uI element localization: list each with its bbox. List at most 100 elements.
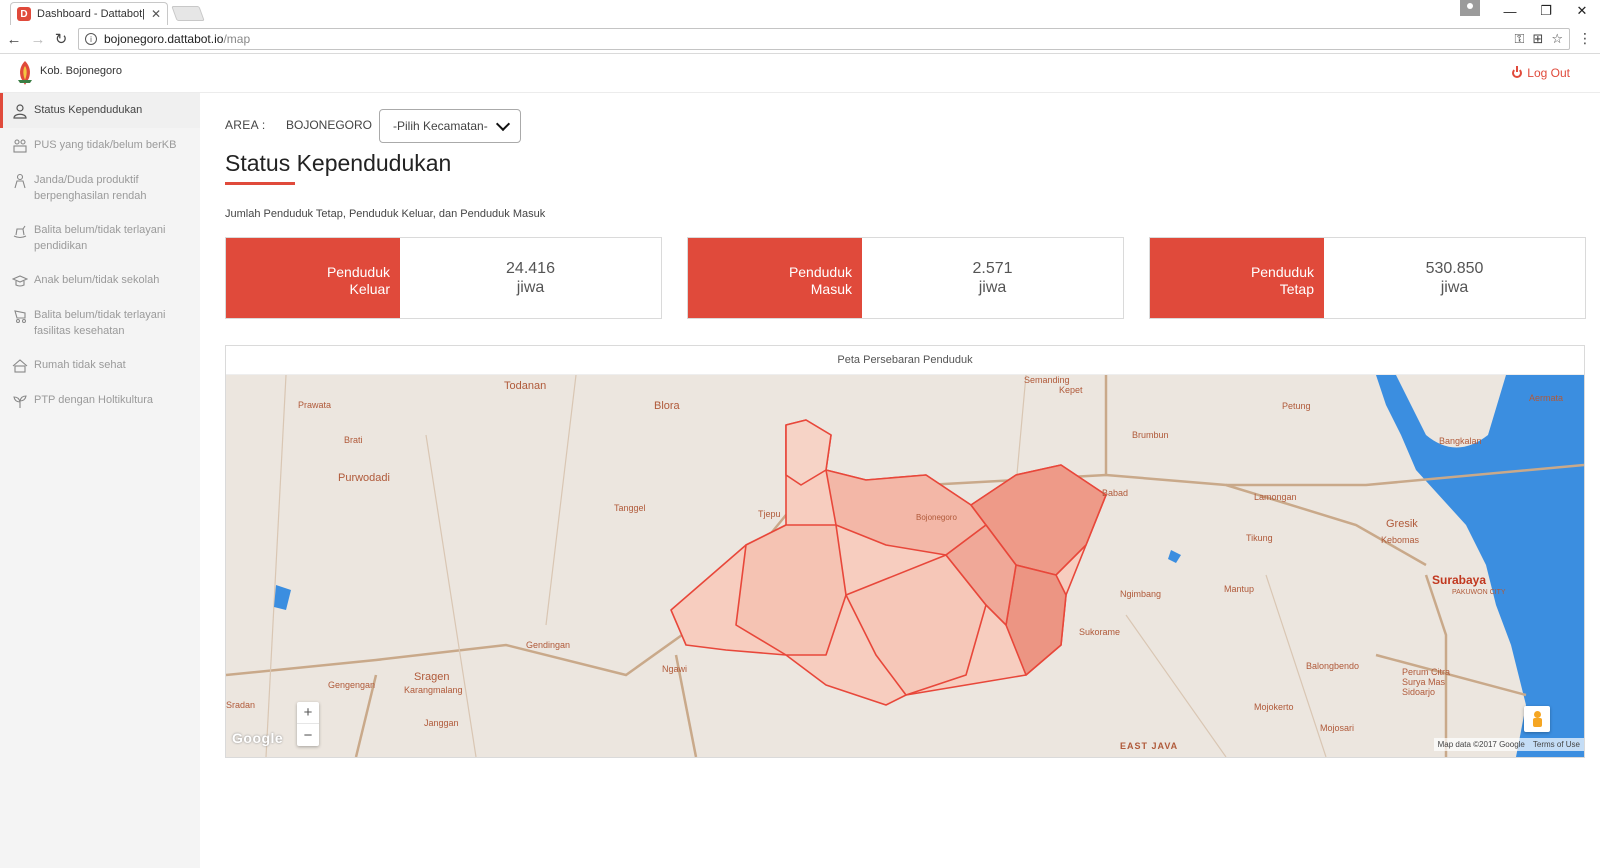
page-subtitle: Jumlah Penduduk Tetap, Penduduk Keluar, … bbox=[225, 208, 546, 220]
map-tiles[interactable] bbox=[226, 375, 1584, 757]
map-label: Brumbun bbox=[1132, 430, 1169, 440]
browser-menu-icon[interactable]: ⋮ bbox=[1578, 30, 1592, 46]
restore-icon[interactable]: ❐ bbox=[1540, 3, 1552, 18]
power-icon bbox=[1512, 66, 1523, 78]
translate-icon[interactable]: ⊞ bbox=[1532, 31, 1544, 46]
bojonegoro-logo-icon bbox=[18, 61, 32, 85]
sidebar-item-label: Balita belum/tidak terlayani fasilitas k… bbox=[34, 309, 166, 337]
zoom-in-button[interactable]: + bbox=[297, 702, 319, 724]
kecamatan-select[interactable]: -Pilih Kecamatan- bbox=[379, 109, 521, 143]
new-tab-button[interactable] bbox=[171, 6, 205, 21]
stat-label-line2: Masuk bbox=[810, 281, 852, 297]
map-label: Lamongan bbox=[1254, 492, 1297, 502]
page-title: Status Kependudukan bbox=[225, 150, 452, 176]
map-label: Tjepu bbox=[758, 509, 781, 519]
brand-name: Kob. Bojonegoro bbox=[40, 65, 122, 77]
minimize-icon[interactable]: — bbox=[1503, 3, 1517, 19]
logout-button[interactable]: Log Out bbox=[1512, 66, 1570, 80]
sidebar-item-anak-sekolah[interactable]: Anak belum/tidak sekolah bbox=[0, 263, 200, 298]
map-label: Bangkalan bbox=[1439, 436, 1482, 446]
stat-card-tetap: Penduduk Tetap 530.850 jiwa bbox=[1149, 237, 1586, 319]
close-tab-icon[interactable]: ✕ bbox=[150, 7, 161, 21]
stroller-icon bbox=[14, 310, 26, 323]
map-label: Mojokerto bbox=[1254, 702, 1294, 712]
map-label: Kebomas bbox=[1381, 535, 1420, 545]
sidebar-item-pus[interactable]: PUS yang tidak/belum berKB bbox=[0, 128, 200, 163]
person-alert-icon bbox=[14, 173, 26, 189]
map-label: Surabaya bbox=[1432, 573, 1487, 587]
map-label: Sukorame bbox=[1079, 627, 1121, 637]
sidebar-item-label: Status Kependudukan bbox=[34, 104, 143, 116]
map-label: EAST JAVA bbox=[1120, 741, 1179, 751]
chevron-down-icon bbox=[495, 116, 511, 132]
map-label: Petung bbox=[1282, 401, 1311, 411]
zoom-out-button[interactable]: − bbox=[303, 726, 313, 744]
map-label: Todanan bbox=[504, 380, 547, 392]
map-attribution: Map data ©2017 Google Terms of Use bbox=[1433, 738, 1584, 751]
map-label: Ngawi bbox=[662, 664, 688, 674]
map-label: Gengengan bbox=[328, 680, 376, 690]
map-label: Ngimbang bbox=[1120, 589, 1162, 599]
sidebar-item-ptp[interactable]: PTP dengan Holtikultura bbox=[0, 383, 200, 418]
street-view-pegman-icon[interactable] bbox=[1524, 706, 1550, 732]
house-icon bbox=[12, 359, 28, 373]
sidebar-item-label: Rumah tidak sehat bbox=[34, 359, 126, 371]
url-host: bojonegoro.dattabot.io bbox=[104, 32, 224, 46]
kecamatan-select-value: -Pilih Kecamatan- bbox=[393, 119, 488, 133]
main-content: AREA : BOJONEGORO -Pilih Kecamatan- Stat… bbox=[200, 93, 1600, 868]
stat-value: 24.416 jiwa bbox=[400, 238, 661, 318]
map-label: Mojosari bbox=[1320, 723, 1355, 733]
map-title: Peta Persebaran Penduduk bbox=[226, 346, 1584, 375]
close-window-icon[interactable]: ✕ bbox=[1576, 3, 1588, 18]
title-underline bbox=[225, 182, 295, 185]
map-label: Babad bbox=[1102, 488, 1129, 498]
sidebar-item-label: Anak belum/tidak sekolah bbox=[34, 274, 160, 286]
map-label: Balongbendo bbox=[1306, 661, 1360, 671]
back-icon[interactable]: ← bbox=[6, 30, 22, 48]
sidebar-item-status-kependudukan[interactable]: Status Kependudukan bbox=[0, 93, 200, 128]
stat-label: Penduduk Tetap bbox=[1150, 238, 1324, 318]
rocking-horse-icon bbox=[13, 225, 27, 239]
map-zoom-control: + − bbox=[297, 702, 319, 746]
sidebar-item-rumah[interactable]: Rumah tidak sehat bbox=[0, 348, 200, 383]
browser-tab[interactable]: D Dashboard - Dattabot| Te ✕ bbox=[10, 2, 168, 25]
map-label: PAKUWON CITY bbox=[1452, 589, 1506, 596]
profile-icon[interactable] bbox=[1460, 0, 1480, 16]
map-label: Tikung bbox=[1246, 533, 1273, 543]
reload-icon[interactable]: ↻ bbox=[54, 31, 68, 48]
stat-number: 2.571 bbox=[972, 260, 1013, 277]
map-label: Gresik bbox=[1386, 518, 1418, 530]
map-label: Semanding bbox=[1024, 375, 1070, 385]
map-label: Sragen bbox=[414, 671, 450, 683]
forward-icon[interactable]: → bbox=[30, 30, 46, 48]
terms-link[interactable]: Terms of Use bbox=[1532, 740, 1580, 749]
google-logo: Google bbox=[232, 730, 284, 746]
sidebar-item-label: Janda/Duda produktif berpenghasilan rend… bbox=[34, 174, 147, 202]
logout-label: Log Out bbox=[1527, 66, 1570, 80]
sidebar-item-label: PTP dengan Holtikultura bbox=[34, 394, 154, 406]
sidebar-item-janda-duda[interactable]: Janda/Duda produktif berpenghasilan rend… bbox=[0, 163, 200, 213]
map-label: Blora bbox=[654, 400, 680, 412]
stat-label-line1: Penduduk bbox=[326, 264, 390, 280]
area-label: AREA : bbox=[225, 118, 266, 132]
stat-number: 24.416 bbox=[506, 260, 555, 277]
map-label: Gendingan bbox=[526, 640, 571, 650]
map-label: Janggan bbox=[424, 718, 459, 728]
stat-label: Penduduk Masuk bbox=[688, 238, 862, 318]
map-canvas[interactable]: Todanan Prawata Blora Brati Purwodadi Ta… bbox=[226, 375, 1584, 757]
tab-title: Dashboard - Dattabot| Te bbox=[37, 8, 147, 20]
stat-label-line2: Keluar bbox=[349, 281, 390, 297]
sidebar-item-balita-pendidikan[interactable]: Balita belum/tidak terlayani pendidikan bbox=[0, 213, 200, 263]
browser-titlebar: D Dashboard - Dattabot| Te ✕ — ❐ ✕ bbox=[0, 0, 1600, 25]
info-icon[interactable]: i bbox=[85, 33, 97, 45]
star-icon[interactable]: ☆ bbox=[1551, 31, 1563, 46]
key-icon[interactable]: ⚿ bbox=[1514, 31, 1525, 46]
address-bar[interactable]: i bojonegoro.dattabot.io/map ⚿ ⊞ ☆ bbox=[78, 28, 1570, 50]
stat-value: 2.571 jiwa bbox=[862, 238, 1123, 318]
stat-card-masuk: Penduduk Masuk 2.571 jiwa bbox=[687, 237, 1124, 319]
url-path: /map bbox=[223, 32, 251, 46]
stat-number: 530.850 bbox=[1425, 260, 1484, 277]
stat-value: 530.850 jiwa bbox=[1324, 238, 1585, 318]
sidebar-item-balita-kesehatan[interactable]: Balita belum/tidak terlayani fasilitas k… bbox=[0, 298, 200, 348]
sidebar-item-label: PUS yang tidak/belum berKB bbox=[34, 139, 177, 151]
